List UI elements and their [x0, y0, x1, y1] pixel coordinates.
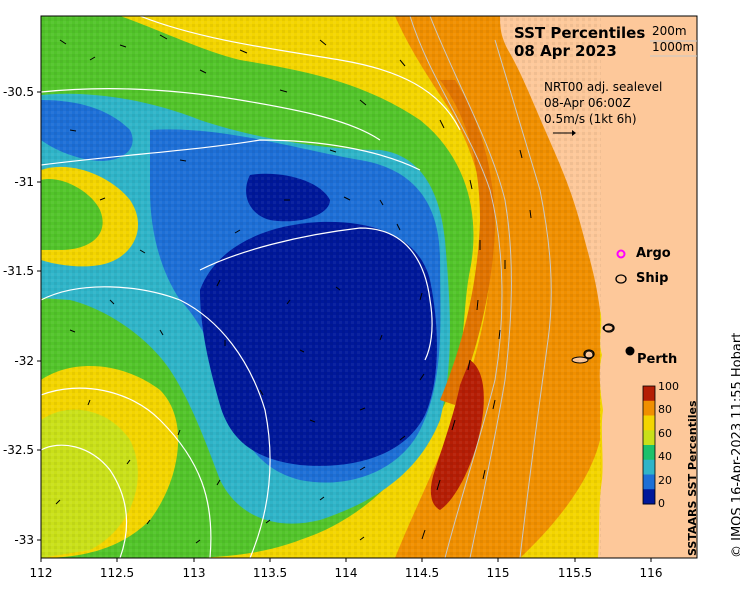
x-tick-label: 113.5 — [252, 566, 288, 580]
x-tick-label: 116 — [639, 566, 663, 580]
plot-frame — [40, 15, 698, 559]
ship-marker[interactable] — [583, 349, 595, 359]
colorbar-band — [643, 400, 655, 416]
y-tick-label: -33 — [14, 533, 34, 547]
perth-label: Perth — [637, 352, 678, 367]
map-title: SST Percentiles — [514, 24, 646, 42]
perth-marker[interactable] — [625, 346, 635, 356]
ship-marker[interactable] — [603, 323, 615, 333]
x-tick-label: 115 — [486, 566, 510, 580]
colorbar-tick-label: 80 — [658, 403, 672, 416]
velocity-source: NRT00 adj. sealevel — [544, 80, 663, 94]
x-tick-label: 114 — [334, 566, 358, 580]
colorbar-tick-label: 60 — [658, 427, 672, 440]
y-axis-ticks — [37, 91, 41, 541]
x-tick-label: 113 — [182, 566, 206, 580]
x-tick-label: 112 — [29, 566, 53, 580]
current-vectors — [55, 34, 532, 544]
y-tick-label: -31.5 — [2, 264, 34, 278]
colorbar-tick-label: 20 — [658, 474, 672, 487]
ship-label: Ship — [636, 271, 669, 286]
ship-marker-legend — [615, 274, 627, 284]
colorbar-band — [643, 474, 655, 490]
pixel-texture — [41, 16, 601, 558]
argo-label: Argo — [636, 246, 671, 261]
colorbar-band — [643, 415, 655, 431]
colorbar-band — [643, 459, 655, 475]
y-tick-label: -31 — [14, 175, 34, 189]
velocity-scale-label: 0.5m/s (1kt 6h) — [544, 112, 637, 126]
colorbar-title: SSTAARS SST Percentiles — [686, 400, 699, 557]
colorbar-tick-label: 40 — [658, 450, 672, 463]
island — [602, 324, 614, 332]
legend-1000m-label: 1000m — [652, 40, 695, 54]
colorbar-band — [643, 430, 655, 446]
argo-marker[interactable] — [616, 249, 626, 259]
map-date: 08 Apr 2023 — [514, 42, 617, 60]
legend-200m-label: 200m — [652, 24, 687, 38]
colorbar-frame — [642, 385, 656, 505]
colorbar-band — [643, 386, 655, 402]
imos-credit: © IMOS 16-Apr-2023 11:55 Hobart — [730, 332, 740, 558]
velocity-time: 08-Apr 06:00Z — [544, 96, 631, 110]
y-tick-label: -32.5 — [2, 443, 34, 457]
ssh-contours — [41, 16, 461, 558]
colorbar-band — [643, 489, 655, 505]
colorbar-tick-label: 100 — [658, 380, 679, 393]
x-axis-ticks — [40, 558, 652, 562]
y-tick-label: -32 — [14, 354, 34, 368]
y-tick-label: -30.5 — [2, 85, 34, 99]
colorbar-band — [643, 445, 655, 461]
colorbar-tick-label: 0 — [658, 497, 665, 510]
bathymetry-contours — [409, 16, 552, 558]
x-tick-label: 112.5 — [99, 566, 135, 580]
x-tick-label: 115.5 — [557, 566, 593, 580]
velocity-scale-arrow — [553, 130, 576, 136]
colorbar — [643, 386, 655, 505]
x-tick-label: 114.5 — [404, 566, 440, 580]
